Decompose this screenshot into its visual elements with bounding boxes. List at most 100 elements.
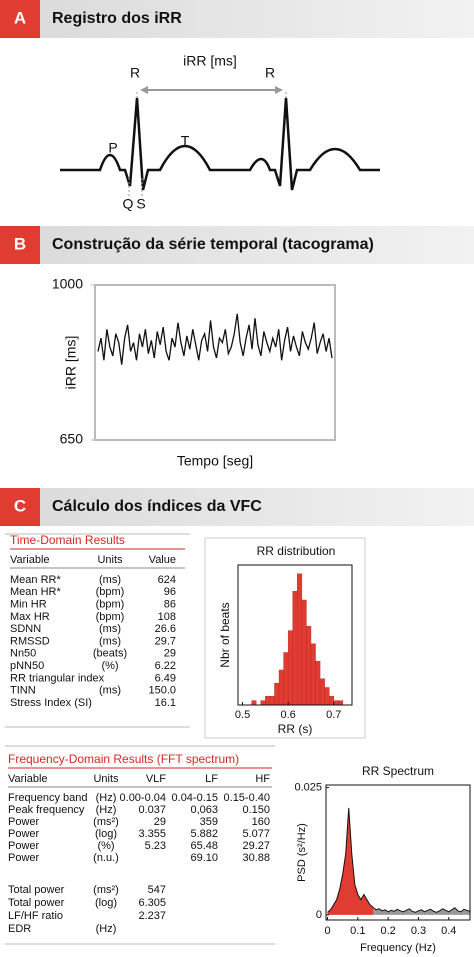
table-cell: 0.15-0.40 [224,792,270,804]
spectrum-area [372,907,470,915]
chart-title: RR distribution [257,544,336,558]
table-cell: Min HR [10,599,47,611]
table-cell: 29 [154,816,166,828]
histogram-bar [319,678,325,706]
p-label: P [108,140,117,156]
table-title: Time-Domain Results [10,533,125,547]
table-cell: Peak frequency [8,804,85,816]
histogram-bar [287,630,293,706]
histogram-bar [265,696,271,706]
panel-letter: C [14,496,26,515]
table-cell: 108 [158,611,176,623]
x-tick-label: 0.3 [411,925,426,937]
table-cell: 5.23 [145,840,166,852]
table-cell: (Hz) [96,804,117,816]
table-cell: 0.037 [138,804,166,816]
table-cell: Power [8,840,40,852]
table-cell: 3.355 [138,828,166,840]
table-cell: 624 [158,574,176,586]
chart-title: RR Spectrum [362,764,434,778]
table-cell: (ms²) [93,884,119,896]
interval-label: iRR [ms] [183,53,237,69]
histogram-bar [324,687,330,706]
histogram-bar [283,652,289,706]
histogram-bar [274,682,280,706]
table-header: HF [255,773,270,785]
y-tick-label: 0 [316,909,322,921]
histogram-bar [260,700,266,706]
table-cell: (Hz) [96,792,117,804]
table-cell: EDR [8,923,31,935]
y-tick-label: 0.025 [294,781,322,793]
q-label: Q [123,196,134,212]
x-tick-label: 0 [324,925,330,937]
table-cell: (log) [95,897,117,909]
histogram-bar [333,700,339,706]
histogram-bar [301,599,307,706]
table-cell: Total power [8,884,65,896]
table-cell: 69.10 [190,852,218,864]
table-title: Frequency-Domain Results (FFT spectrum) [8,752,239,766]
table-cell: Nn50 [10,648,36,660]
panel-title: Cálculo dos índices da VFC [52,498,262,515]
plot-frame [237,564,353,706]
spectrum-area [327,807,373,915]
table-cell: 2.237 [138,910,166,922]
table-cell: RMSSD [10,635,50,647]
table-cell: (ms) [99,574,121,586]
x-axis-label: RR (s) [278,722,313,736]
table-cell: (ms²) [93,816,119,828]
histogram-bar [338,700,344,706]
histogram-bar [278,669,284,706]
table-cell: (%) [97,840,114,852]
table-cell: (ms) [99,623,121,635]
table-cell: 6.49 [155,672,176,684]
y-tick-label: 1000 [52,276,83,292]
table-cell: 26.6 [155,623,176,635]
histogram-bar [329,696,334,706]
histogram-bar [251,700,257,706]
panel-letter: B [14,234,26,253]
header-bar [0,488,474,526]
table-header: Value [149,554,176,566]
x-tick-label: 0.5 [235,709,250,721]
table-cell: (n.u.) [93,852,119,864]
t-label: T [181,133,190,149]
ecg-trace [60,97,380,191]
plot-frame [204,537,366,739]
letter-box [0,226,40,264]
table-cell: 0.150 [242,804,270,816]
table-cell: RR triangular index [10,672,105,684]
x-tick-label: 0.1 [350,925,365,937]
table-cell: 86 [164,599,176,611]
table-cell: 0,063 [190,804,218,816]
table-cell: (log) [95,828,117,840]
header-bar [0,226,474,264]
table-cell: (%) [101,660,118,672]
table-cell: 547 [148,884,166,896]
s-label: S [136,196,145,212]
table-cell: (beats) [93,648,127,660]
table-cell: (bpm) [96,611,125,623]
table-cell: TINN [10,685,36,697]
x-axis-label: Tempo [seg] [177,453,253,469]
table-cell: Power [8,828,40,840]
table-cell: (Hz) [96,923,117,935]
table-cell: Mean HR* [10,586,61,598]
histogram-bar [297,573,303,706]
panel-title: Registro dos iRR [52,10,182,27]
letter-box [0,488,40,526]
table-header: LF [205,773,218,785]
table-cell: SDNN [10,623,41,635]
y-axis-label: Nbr of beats [218,602,232,667]
panel-letter: A [14,8,26,27]
y-axis-label: PSD (s²/Hz) [296,823,308,882]
letter-box [0,0,40,38]
table-cell: pNN50 [10,660,44,672]
histogram-bar [269,696,275,706]
table-header: VLF [146,773,166,785]
table-header: Units [97,554,123,566]
table-header: Variable [8,773,48,785]
table-cell: 6.305 [138,897,166,909]
r-label: R [265,65,275,81]
